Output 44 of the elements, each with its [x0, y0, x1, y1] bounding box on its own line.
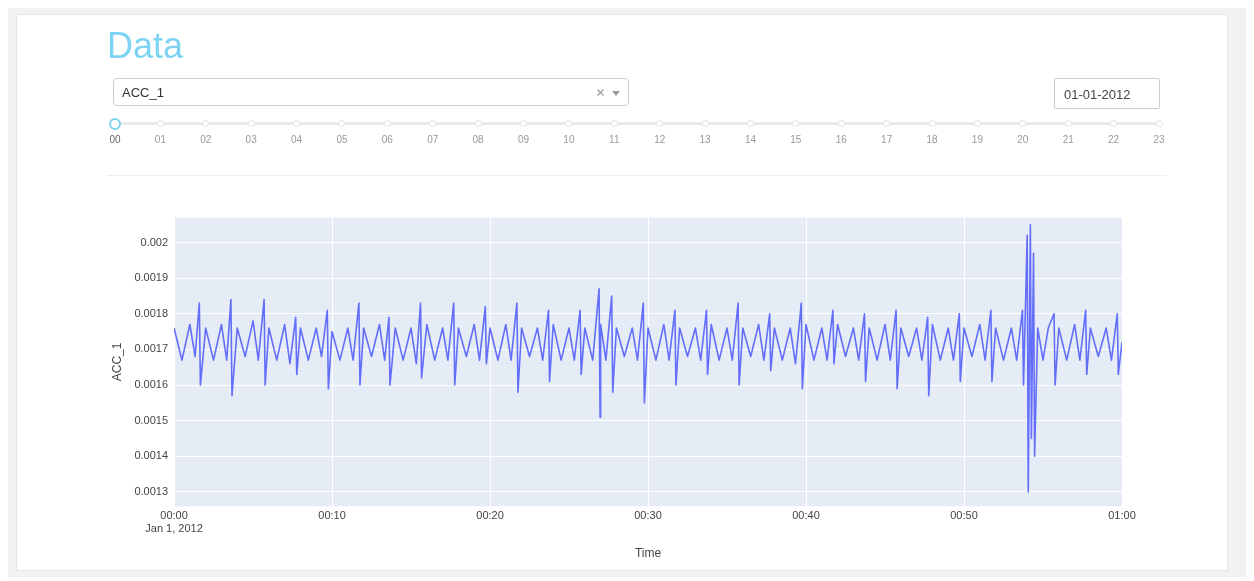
- text: 06: [380, 134, 394, 145]
- y-tick-label: 0.0017: [134, 342, 169, 355]
- x-tick-label: 00:30: [634, 508, 662, 521]
- y-tick-label: 0.0018: [134, 306, 169, 319]
- x-tick-label: 01:00: [1108, 508, 1136, 521]
- text: 08: [471, 134, 485, 145]
- y-tick-label: 0.0016: [134, 378, 169, 391]
- text: 19: [970, 134, 984, 145]
- text: 07: [426, 134, 440, 145]
- text: 23: [1152, 134, 1166, 145]
- text: 14: [743, 134, 758, 145]
- text: 18: [925, 134, 939, 145]
- x-tick-label: 00:10: [318, 508, 346, 521]
- text: 00: [108, 134, 122, 145]
- text: 03: [244, 134, 258, 145]
- text: 05: [335, 134, 349, 145]
- x-tick-label: 00:00 Jan 1, 2012: [145, 508, 203, 535]
- text: 21: [1061, 134, 1075, 145]
- text: 12: [653, 134, 667, 145]
- x-tick-label: 00:40: [792, 508, 820, 521]
- text: 10: [562, 134, 576, 145]
- chart-title: Data: [107, 25, 184, 67]
- y-tick-label: 0.0014: [134, 449, 169, 462]
- text: 09: [516, 134, 531, 145]
- y-tick-label: 0.002: [140, 235, 169, 248]
- dropdown-field: ACC_1: [113, 78, 629, 106]
- text: 13: [698, 134, 712, 145]
- text: 04: [290, 134, 304, 145]
- x-tick-label: 00:50: [950, 508, 978, 521]
- y-axis-title: ACC_1: [109, 342, 124, 382]
- x-axis-title: Time: [634, 546, 662, 561]
- text: 15: [789, 134, 803, 145]
- y-tick-label: 0.0015: [134, 413, 169, 426]
- text: 01: [153, 134, 167, 145]
- text: 17: [880, 134, 894, 145]
- text: 22: [1107, 134, 1121, 145]
- y-tick-label: 0.0019: [134, 271, 169, 284]
- date-field: 01-01-2012: [1054, 78, 1160, 109]
- text: 11: [608, 134, 621, 145]
- text: 16: [834, 134, 848, 145]
- text: 20: [1016, 134, 1030, 145]
- x-tick-label: 00:20: [476, 508, 504, 521]
- y-tick-label: 0.0013: [134, 484, 169, 497]
- text: 02: [199, 134, 213, 145]
